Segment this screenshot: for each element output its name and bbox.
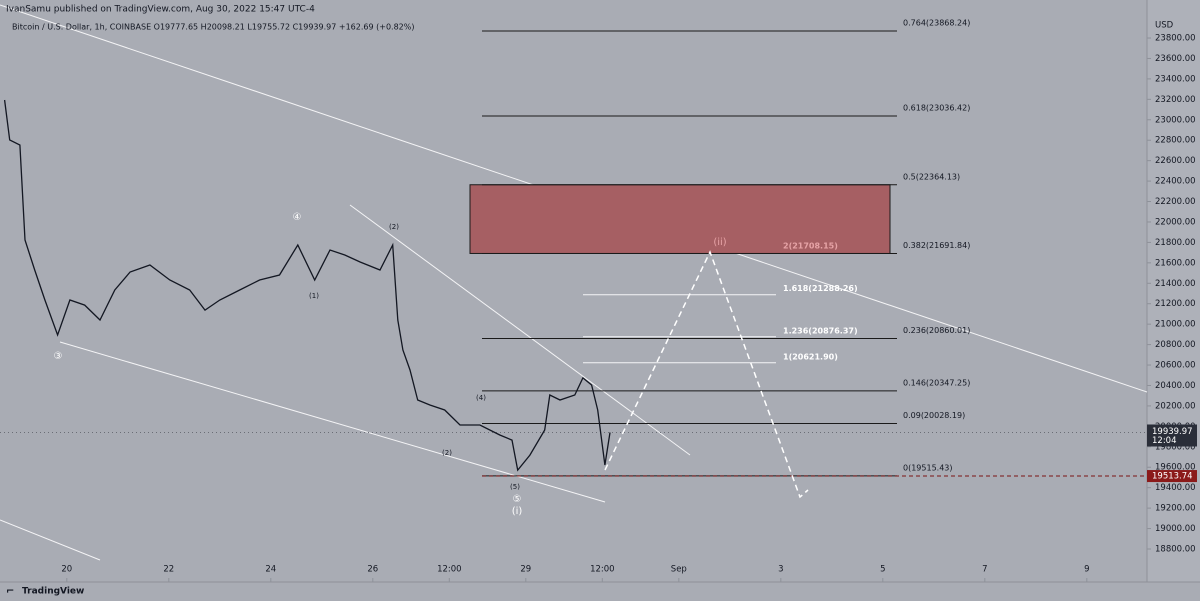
x-tick-label: 24 bbox=[265, 565, 276, 575]
x-tick-label: 9 bbox=[1084, 565, 1089, 575]
y-tick-label: 21600.00 bbox=[1155, 258, 1196, 268]
y-tick-label: 21400.00 bbox=[1155, 279, 1196, 289]
fib-label: 0.618(23036.42) bbox=[903, 104, 970, 113]
y-tick-label: 23600.00 bbox=[1155, 54, 1196, 64]
y-tick-label: 19200.00 bbox=[1155, 504, 1196, 514]
y-tick-label: 19600.00 bbox=[1155, 463, 1196, 473]
wave-label: ③ bbox=[54, 351, 63, 362]
fib-label: 0.5(22364.13) bbox=[903, 172, 960, 181]
currency-label: USD bbox=[1155, 21, 1174, 31]
y-tick-label: 23800.00 bbox=[1155, 34, 1196, 44]
symbol-title: Bitcoin / U.S. Dollar, 1h, COINBASE O197… bbox=[12, 23, 414, 32]
fib-label: 0.382(21691.84) bbox=[903, 241, 970, 250]
wave-label: (2) bbox=[442, 449, 452, 457]
y-tick-label: 22800.00 bbox=[1155, 136, 1196, 146]
projection bbox=[604, 250, 809, 499]
x-tick-label: 3 bbox=[778, 565, 783, 575]
footer-bar bbox=[0, 582, 1200, 601]
price-line bbox=[3, 99, 611, 472]
y-tick-label: 20400.00 bbox=[1155, 381, 1196, 391]
extension-label: 1.618(21288.26) bbox=[783, 284, 858, 293]
y-tick-label: 20800.00 bbox=[1155, 340, 1196, 350]
x-tick-label: 26 bbox=[367, 565, 378, 575]
extension-label: 2(21708.15) bbox=[783, 241, 838, 250]
extension-label: 1.236(20876.37) bbox=[783, 326, 858, 335]
y-tick-label: 21000.00 bbox=[1155, 320, 1196, 330]
wave-label: (5) bbox=[510, 483, 520, 491]
price-axis bbox=[1147, 0, 1200, 582]
countdown-label: 12:04 bbox=[1152, 436, 1177, 446]
y-tick-label: 22400.00 bbox=[1155, 177, 1196, 187]
x-tick-label: Sep bbox=[671, 565, 687, 575]
fib-label: 0.146(20347.25) bbox=[903, 378, 970, 387]
y-tick-label: 23200.00 bbox=[1155, 95, 1196, 105]
wave-label: (1) bbox=[309, 292, 319, 300]
x-tick-label: 22 bbox=[163, 565, 174, 575]
wave-label: (4) bbox=[476, 394, 486, 402]
last-price-label: 19939.97 bbox=[1152, 427, 1193, 437]
x-tick-label: 12:00 bbox=[590, 565, 615, 575]
marker-price-tag bbox=[1147, 470, 1197, 483]
target-zone bbox=[469, 184, 891, 254]
fib-label: 0.236(20860.01) bbox=[903, 326, 970, 335]
x-tick-label: 12:00 bbox=[437, 565, 462, 575]
y-tick-label: 22200.00 bbox=[1155, 197, 1196, 207]
y-tick-label: 20200.00 bbox=[1155, 401, 1196, 411]
y-tick-label: 20600.00 bbox=[1155, 361, 1196, 371]
trend-line bbox=[349, 204, 691, 456]
y-tick-label: 23400.00 bbox=[1155, 74, 1196, 84]
footer-brand: TradingView bbox=[22, 587, 84, 597]
marker-price-label: 19513.74 bbox=[1152, 472, 1193, 482]
wave-label: ④ bbox=[293, 212, 302, 223]
trend-line bbox=[59, 341, 606, 503]
trend-line bbox=[0, 519, 101, 561]
y-tick-label: 19400.00 bbox=[1155, 483, 1196, 493]
wave-label: ⑤ bbox=[513, 494, 522, 505]
extension-label: 1(20621.90) bbox=[783, 352, 838, 361]
fib-label: 0.764(23868.24) bbox=[903, 19, 970, 28]
fib-label: 0.09(20028.19) bbox=[903, 411, 965, 420]
fib-label: 0(19515.43) bbox=[903, 463, 953, 472]
x-tick-label: 5 bbox=[880, 565, 885, 575]
y-tick-label: 22000.00 bbox=[1155, 217, 1196, 227]
y-tick-label: 19800.00 bbox=[1155, 442, 1196, 452]
last-price-tag bbox=[1147, 424, 1197, 447]
y-tick-label: 21800.00 bbox=[1155, 238, 1196, 248]
y-tick-label: 22600.00 bbox=[1155, 156, 1196, 166]
x-tick-label: 20 bbox=[61, 565, 72, 575]
x-tick-label: 7 bbox=[982, 565, 987, 575]
wave-label: (i) bbox=[512, 506, 523, 517]
author-line: IvanSamu published on TradingView.com, A… bbox=[6, 5, 315, 15]
y-tick-label: 23000.00 bbox=[1155, 115, 1196, 125]
wave-label: (ii) bbox=[713, 237, 726, 248]
x-tick-label: 29 bbox=[520, 565, 531, 575]
wave-label: (2) bbox=[389, 223, 399, 231]
y-tick-label: 19000.00 bbox=[1155, 524, 1196, 534]
y-tick-label: 18800.00 bbox=[1155, 544, 1196, 554]
y-tick-label: 21200.00 bbox=[1155, 299, 1196, 309]
logo-icon: ⌐ bbox=[6, 586, 14, 597]
